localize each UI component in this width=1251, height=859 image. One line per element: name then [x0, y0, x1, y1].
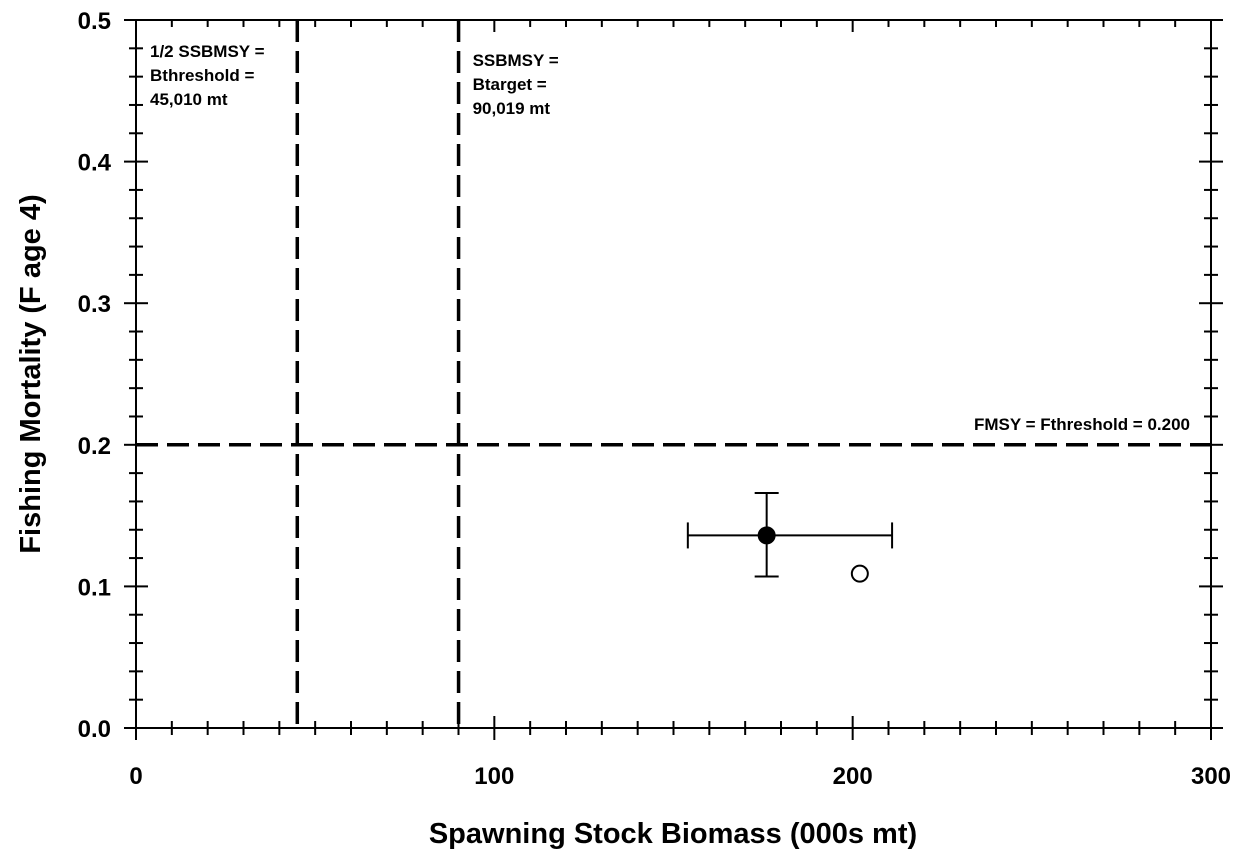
major-ticks [124, 19, 1223, 740]
x-tick-label: 200 [833, 763, 873, 790]
vertical-reference-label: 45,010 mt [150, 90, 228, 109]
vertical-reference-label: 1/2 SSBMSY = [150, 42, 265, 61]
vertical-reference-label: Btarget = [473, 75, 547, 94]
open-point [850, 564, 869, 583]
x-tick-label: 0 [129, 763, 142, 790]
reference-lines [136, 20, 1211, 728]
horizontal-reference-label: FMSY = Fthreshold = 0.200 [974, 415, 1190, 434]
reference-line-labels: 1/2 SSBMSY = Bthreshold = 45,010 mt SSBMSY … [150, 42, 1190, 434]
x-tick-labels: 0 100 200 300 [129, 763, 1231, 790]
vertical-reference-label: Bthreshold = [150, 66, 254, 85]
y-tick-label: 0.0 [78, 716, 111, 743]
x-tick-label: 100 [474, 763, 514, 790]
y-tick-label: 0.2 [78, 433, 111, 460]
minor-ticks [129, 20, 1218, 735]
data-points [686, 491, 894, 583]
vertical-reference-label: 90,019 mt [473, 99, 551, 118]
y-axis-title: Fishing Mortality (F age 4) [15, 194, 47, 553]
filled-point [757, 526, 776, 545]
y-tick-label: 0.3 [78, 291, 111, 318]
y-tick-label: 0.5 [78, 8, 111, 35]
y-tick-label: 0.1 [78, 574, 111, 601]
x-tick-label: 300 [1191, 763, 1231, 790]
vertical-reference-label: SSBMSY = [473, 51, 559, 70]
x-axis-title: Spawning Stock Biomass (000s mt) [429, 818, 917, 850]
y-tick-labels: 0.0 0.1 0.2 0.3 0.4 0.5 [78, 8, 112, 743]
y-tick-label: 0.4 [78, 150, 112, 177]
